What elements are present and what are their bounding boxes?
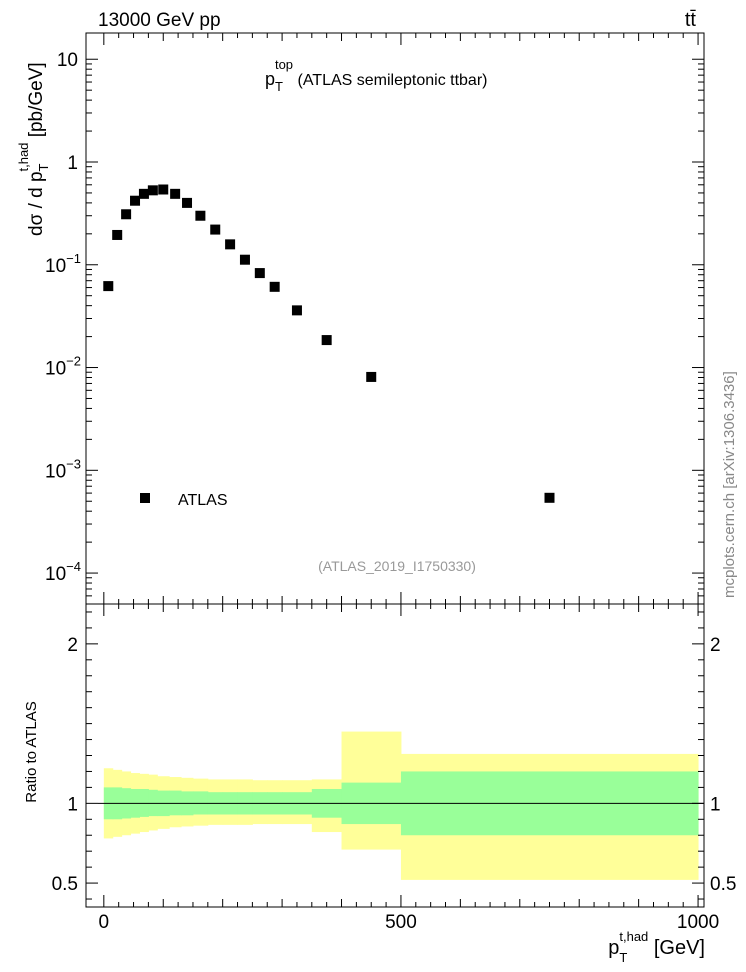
data-point — [291, 305, 302, 316]
main-ylabel: dσ / d pTt,had [pb/GeV] — [16, 62, 51, 236]
main-ytick-label: 10 — [57, 50, 78, 71]
data-point — [254, 268, 265, 279]
main-xticks — [103, 33, 699, 604]
data-point — [239, 254, 250, 265]
ratio-yticks — [86, 611, 704, 900]
ratio-xtick-labels: 0 500 1000 — [99, 912, 720, 933]
ratio-panel: 0.5 0.5 1 1 2 2 0 500 1000 Ratio to ATLAS pTt,h… — [23, 603, 737, 965]
main-ytick-label: 10−2 — [45, 354, 81, 380]
xlabel-sub: T — [619, 950, 627, 965]
main-ytick-label: 10−3 — [45, 456, 81, 482]
ratio-ylabel: Ratio to ATLAS — [23, 701, 40, 802]
data-point — [182, 197, 193, 208]
title-rest: (ATLAS semileptonic ttbar) — [293, 72, 487, 89]
data-point — [158, 184, 169, 195]
ratio-ytick-label-right: 2 — [710, 635, 721, 656]
data-point — [112, 229, 123, 240]
main-ytick-label: 10−4 — [45, 559, 81, 585]
legend-marker — [140, 493, 150, 503]
data-point — [138, 188, 149, 199]
main-data-points — [103, 184, 555, 503]
data-point — [195, 210, 206, 221]
main-frame — [85, 32, 705, 605]
data-point — [170, 188, 181, 199]
main-panel: pTtop (ATLAS semileptonic ttbar) dσ / d … — [16, 32, 705, 605]
data-point — [147, 185, 158, 196]
ratio-ytick-labels: 0.5 0.5 1 1 2 2 — [52, 635, 737, 895]
side-label: mcplots.cern.ch [arXiv:1306.3436] — [721, 371, 738, 598]
data-point — [321, 335, 332, 346]
data-point — [210, 224, 221, 235]
xlabel-suffix: [GeV] — [648, 937, 705, 959]
data-point — [225, 239, 236, 250]
main-title: pTtop (ATLAS semileptonic ttbar) — [265, 57, 487, 94]
data-point — [366, 371, 377, 382]
ylabel-sub: T — [36, 163, 51, 171]
data-point — [130, 195, 141, 206]
title-sup: top — [275, 57, 293, 72]
x-axis-label: pTt,had [GeV] — [608, 929, 705, 965]
energy-label: 13000 GeV pp — [98, 10, 221, 31]
data-point — [103, 281, 114, 292]
data-point — [544, 492, 555, 503]
ylabel-prefix: dσ / d p — [26, 171, 47, 236]
ratio-xtick-label: 500 — [385, 912, 417, 933]
ratio-ytick-label: 2 — [67, 635, 78, 656]
ratio-ytick-label: 0.5 — [52, 874, 78, 895]
ratio-xtick-label: 0 — [99, 912, 110, 933]
legend: ATLAS — [140, 492, 228, 509]
xlabel-main: p — [608, 937, 619, 959]
title-main: p — [265, 69, 275, 89]
analysis-label: (ATLAS_2019_I1750330) — [318, 558, 476, 574]
ylabel-suffix: [pb/GeV] — [26, 62, 47, 142]
main-ytick-label: 10−1 — [45, 251, 81, 277]
title-sub: T — [275, 79, 283, 94]
ratio-xtick-label: 1000 — [677, 912, 719, 933]
main-yticks — [86, 58, 704, 605]
ylabel-sup: t,had — [16, 143, 31, 172]
legend-label: ATLAS — [178, 492, 228, 509]
ratio-ytick-label-right: 1 — [710, 794, 721, 815]
ratio-xticks — [103, 604, 699, 907]
ratio-ytick-label: 1 — [67, 794, 78, 815]
main-ytick-label: 1 — [67, 153, 78, 174]
process-label: tt̄ — [685, 9, 697, 31]
data-point — [121, 209, 132, 220]
ratio-ytick-label-right: 0.5 — [710, 874, 736, 895]
data-point — [269, 281, 280, 292]
xlabel-sup: t,had — [619, 929, 648, 944]
main-ytick-labels: 10 1 10−1 10−2 10−3 10−4 — [45, 50, 81, 585]
